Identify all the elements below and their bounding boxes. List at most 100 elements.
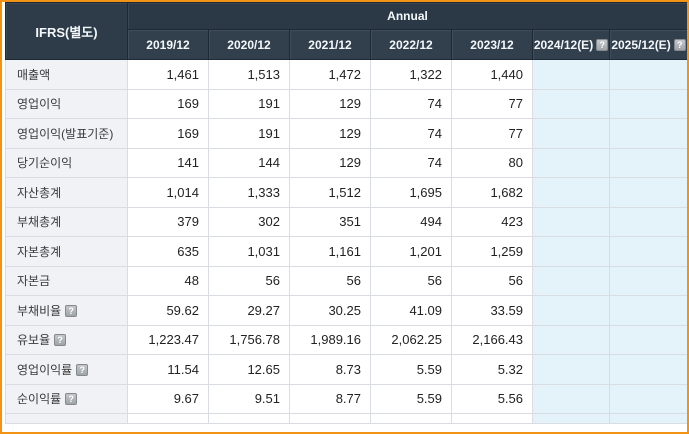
table-cell bbox=[532, 236, 610, 267]
row-label-text: 매출액 bbox=[17, 67, 51, 82]
table-cell bbox=[609, 413, 687, 424]
table-cell: 74 bbox=[370, 118, 452, 149]
table-cell bbox=[370, 413, 452, 424]
table-cell: 1,201 bbox=[370, 236, 452, 267]
table-cell: 1,756.78 bbox=[208, 324, 290, 355]
row-label-text: 유보율 bbox=[17, 333, 51, 348]
question-mark-icon[interactable]: ? bbox=[596, 38, 609, 51]
column-header-2019-12: 2019/12 bbox=[127, 29, 209, 60]
question-mark-icon[interactable]: ? bbox=[76, 363, 89, 376]
table-row: 자산총계 1,014 1,333 1,512 1,695 1,682 bbox=[5, 177, 687, 208]
row-label bbox=[5, 413, 128, 424]
annual-label-text: Annual bbox=[387, 9, 428, 23]
table-cell: 77 bbox=[451, 88, 533, 119]
table-cell: 169 bbox=[127, 88, 209, 119]
column-header-2023-12: 2023/12 bbox=[451, 29, 533, 60]
row-label-text: 자산총계 bbox=[17, 185, 62, 200]
table-cell bbox=[609, 383, 687, 414]
table-cell: 1,161 bbox=[289, 236, 371, 267]
table-cell: 5.59 bbox=[370, 354, 452, 385]
table-cell: 129 bbox=[289, 88, 371, 119]
table-cell: 74 bbox=[370, 147, 452, 178]
table-cell: 77 bbox=[451, 118, 533, 149]
table-row: 부채비율? 59.62 29.27 30.25 41.09 33.59 bbox=[5, 295, 687, 326]
table-row: 영업이익 169 191 129 74 77 bbox=[5, 88, 687, 119]
row-label: 순이익률? bbox=[5, 383, 128, 414]
table-cell bbox=[289, 413, 371, 424]
table-cell: 5.32 bbox=[451, 354, 533, 385]
table-row: 매출액 1,461 1,513 1,472 1,322 1,440 bbox=[5, 59, 687, 90]
table-cell: 5.56 bbox=[451, 383, 533, 414]
table-cell: 1,989.16 bbox=[289, 324, 371, 355]
table-row: 자본총계 635 1,031 1,161 1,201 1,259 bbox=[5, 236, 687, 267]
group-header-row: IFRS(별도) Annual bbox=[5, 2, 687, 60]
table-cell: 302 bbox=[208, 206, 290, 237]
table-cell bbox=[532, 177, 610, 208]
column-header-2021-12: 2021/12 bbox=[289, 29, 371, 60]
row-label: 자본총계 bbox=[5, 236, 128, 267]
table-cell: 169 bbox=[127, 118, 209, 149]
row-label: 영업이익(발표기준) bbox=[5, 118, 128, 149]
row-label: 매출액 bbox=[5, 59, 128, 90]
table-cell: 1,682 bbox=[451, 177, 533, 208]
table-cell: 351 bbox=[289, 206, 371, 237]
table-cell bbox=[532, 118, 610, 149]
table-cell: 1,472 bbox=[289, 59, 371, 90]
corner-label-text: IFRS(별도) bbox=[35, 24, 98, 40]
financial-highlight-table: IFRS(별도) Annual 2019/12 2020/12 2021/12 … bbox=[5, 2, 687, 424]
annual-group-header: Annual bbox=[127, 2, 687, 30]
table-cell bbox=[532, 88, 610, 119]
table-cell: 1,031 bbox=[208, 236, 290, 267]
row-label-text: 당기순이익 bbox=[17, 156, 73, 171]
question-mark-icon[interactable]: ? bbox=[65, 304, 78, 317]
table-cell bbox=[609, 147, 687, 178]
table-cell: 191 bbox=[208, 88, 290, 119]
table-cell: 1,513 bbox=[208, 59, 290, 90]
table-cell: 1,461 bbox=[127, 59, 209, 90]
table-cell: 29.27 bbox=[208, 295, 290, 326]
table-cell: 1,695 bbox=[370, 177, 452, 208]
table-row: 영업이익률? 11.54 12.65 8.73 5.59 5.32 bbox=[5, 354, 687, 385]
question-mark-icon[interactable]: ? bbox=[54, 334, 67, 347]
table-cell bbox=[532, 147, 610, 178]
table-cell: 12.65 bbox=[208, 354, 290, 385]
table-cell: 56 bbox=[370, 265, 452, 296]
row-label: 자본금 bbox=[5, 265, 128, 296]
table-cell: 129 bbox=[289, 118, 371, 149]
table-cell bbox=[532, 206, 610, 237]
table-cell: 141 bbox=[127, 147, 209, 178]
table-cell bbox=[609, 324, 687, 355]
row-label: 당기순이익 bbox=[5, 147, 128, 178]
table-cell: 30.25 bbox=[289, 295, 371, 326]
row-label: 부채비율? bbox=[5, 295, 128, 326]
table-cell bbox=[127, 413, 209, 424]
table-cell: 2,166.43 bbox=[451, 324, 533, 355]
question-mark-icon[interactable]: ? bbox=[673, 38, 686, 51]
table-cell: 56 bbox=[289, 265, 371, 296]
table-cell: 8.77 bbox=[289, 383, 371, 414]
table-cell: 1,440 bbox=[451, 59, 533, 90]
question-mark-icon[interactable]: ? bbox=[65, 393, 78, 406]
table-cell: 1,333 bbox=[208, 177, 290, 208]
table-cell: 48 bbox=[127, 265, 209, 296]
table-cell bbox=[609, 354, 687, 385]
table-cell: 11.54 bbox=[127, 354, 209, 385]
table-cell bbox=[609, 236, 687, 267]
table-body: 매출액 1,461 1,513 1,472 1,322 1,440 영업이익 169 191 12… bbox=[5, 59, 687, 424]
table-row: 부채총계 379 302 351 494 423 bbox=[5, 206, 687, 237]
table-cell: 635 bbox=[127, 236, 209, 267]
table-cell: 379 bbox=[127, 206, 209, 237]
table-cell bbox=[208, 413, 290, 424]
table-cell: 423 bbox=[451, 206, 533, 237]
table-cell: 41.09 bbox=[370, 295, 452, 326]
row-label: 자산총계 bbox=[5, 177, 128, 208]
column-header-2022-12: 2022/12 bbox=[370, 29, 452, 60]
table-row: 자본금 48 56 56 56 56 bbox=[5, 265, 687, 296]
table-cell: 8.73 bbox=[289, 354, 371, 385]
table-cell: 9.67 bbox=[127, 383, 209, 414]
table-cell bbox=[532, 265, 610, 296]
table-cell: 56 bbox=[208, 265, 290, 296]
table-cell bbox=[609, 295, 687, 326]
table-row: 영업이익(발표기준) 169 191 129 74 77 bbox=[5, 118, 687, 149]
